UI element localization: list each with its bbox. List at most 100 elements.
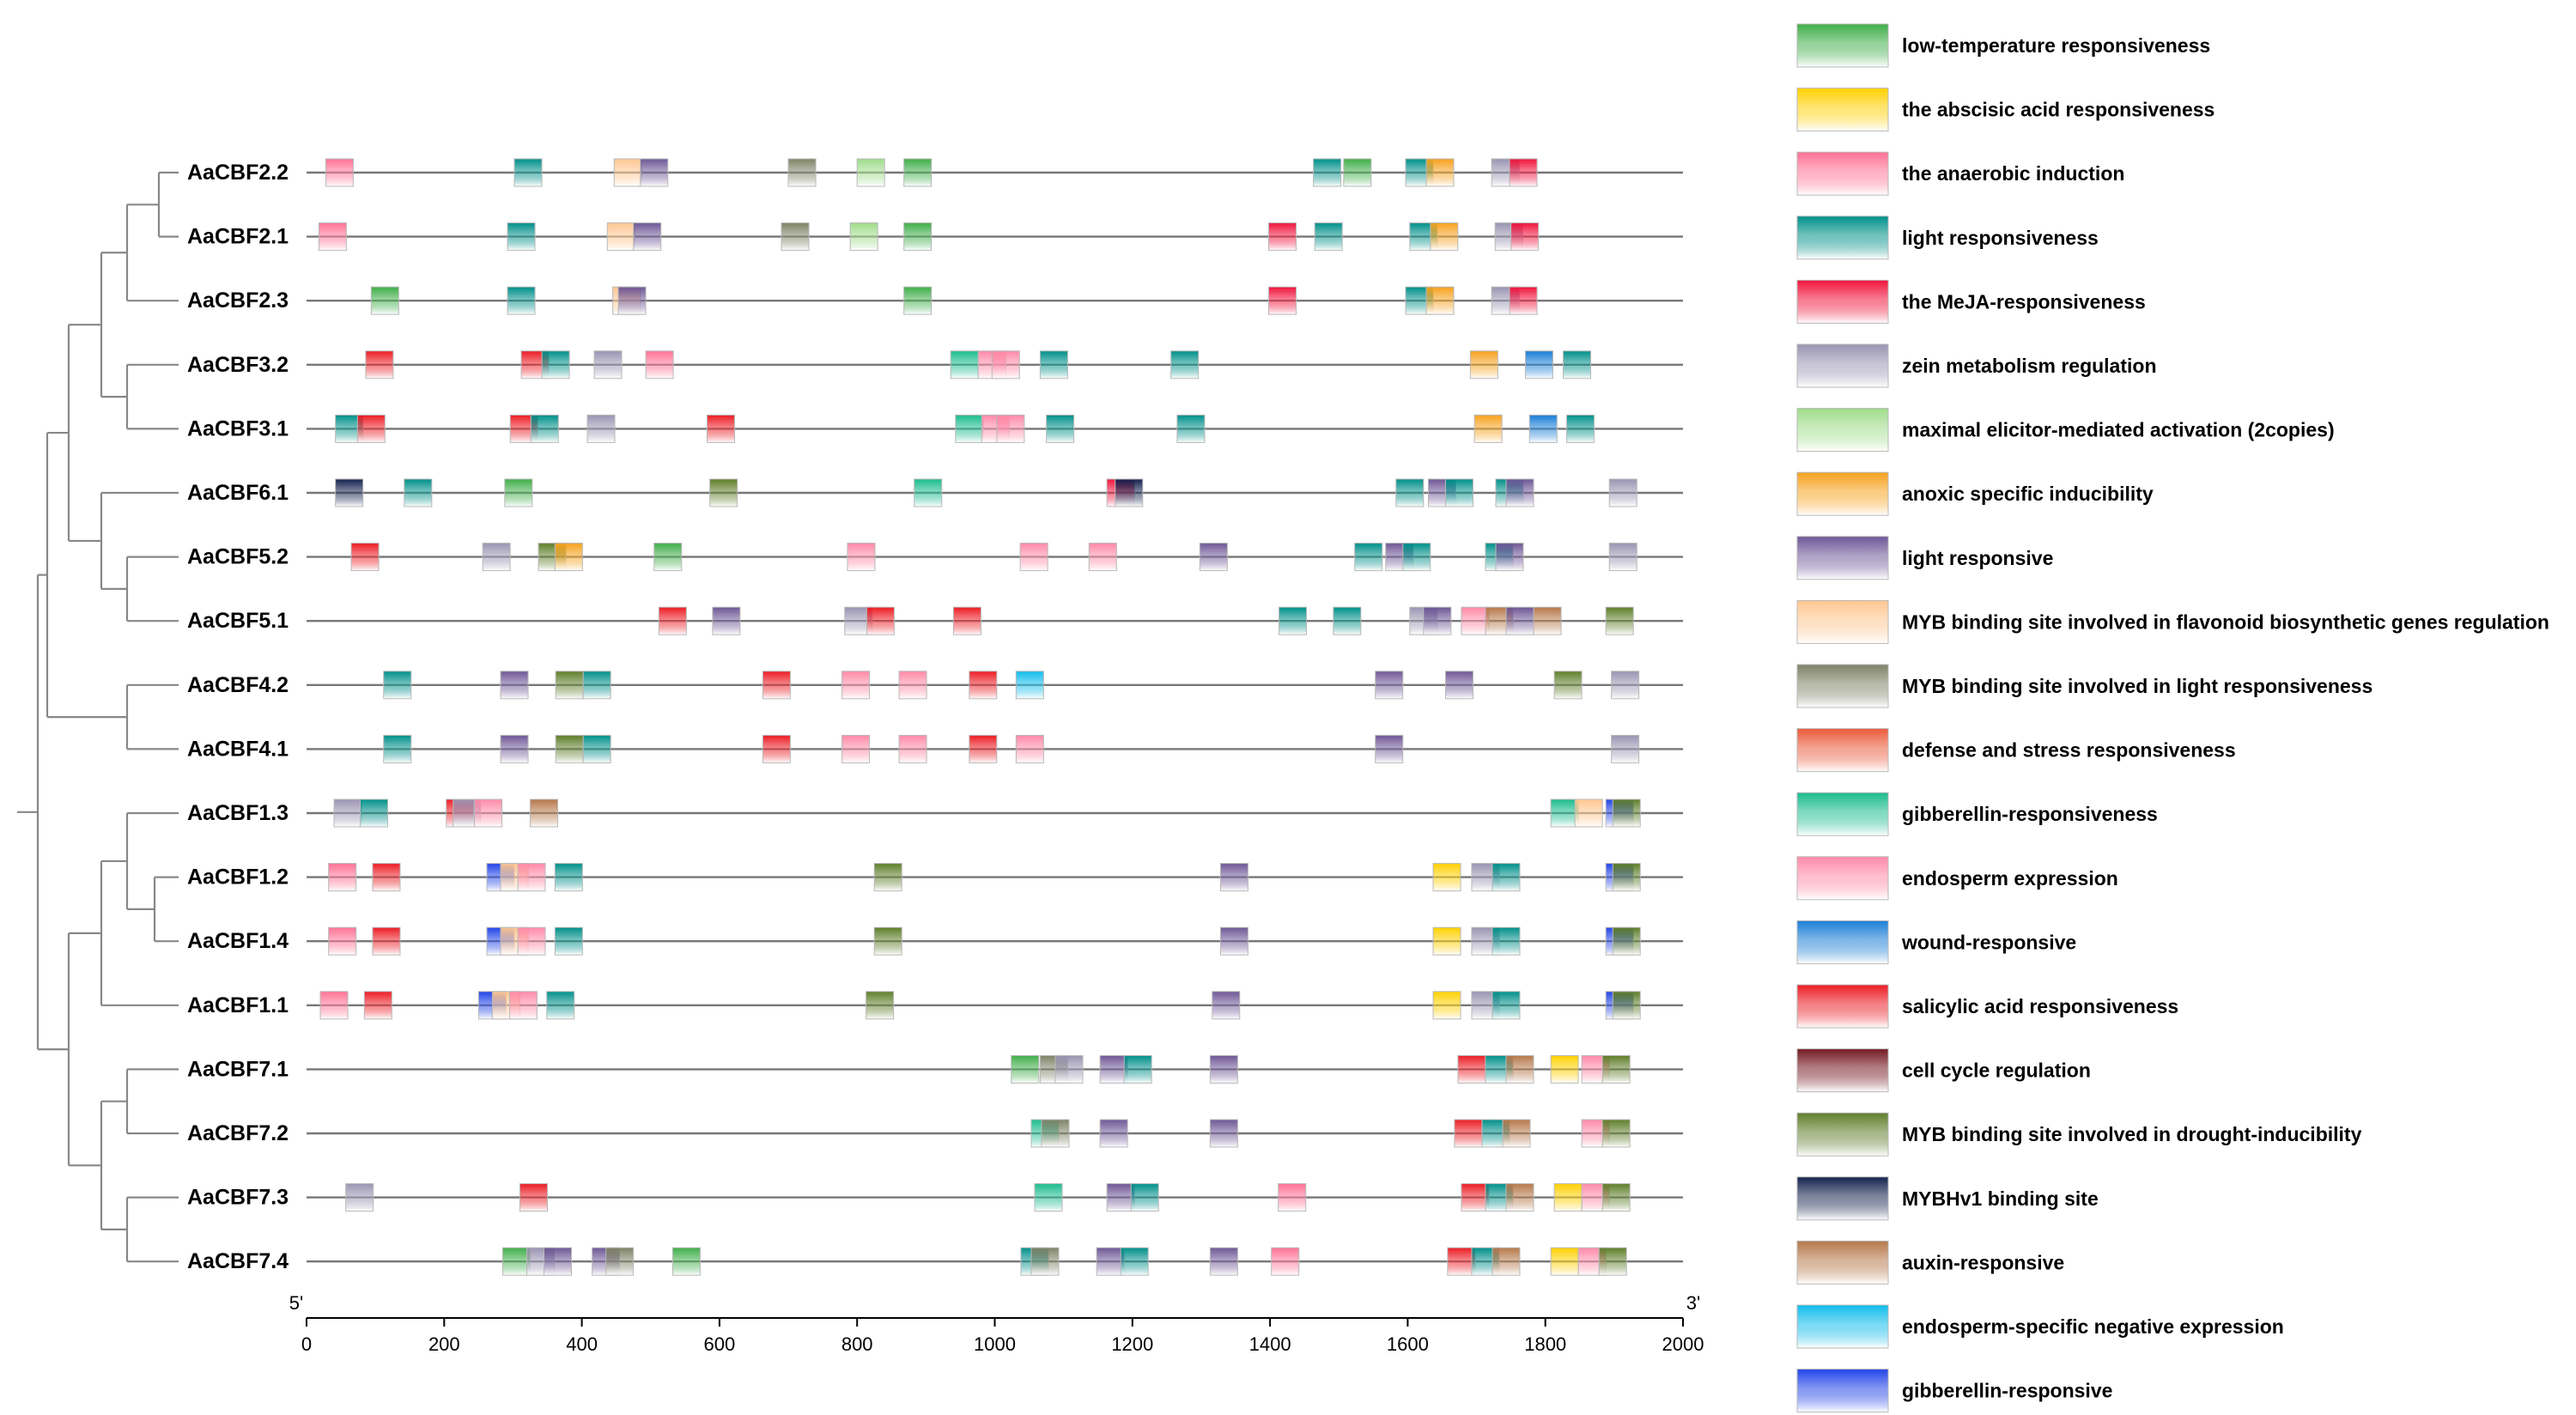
motif-lr [1046,414,1075,443]
motif-meja [1267,222,1297,252]
legend-swatch [1796,920,1889,964]
tick-label: 1800 [1524,1333,1566,1355]
motif-lr [404,478,433,507]
legend-item-ana: the anaerobic induction [1796,151,2124,196]
motif-aba [1432,991,1461,1020]
legend-label: the MeJA-responsiveness [1902,290,2146,313]
legend-label: the anaerobic induction [1902,162,2124,185]
motif-endo [898,734,927,763]
legend-item-anox: anoxic specific inducibility [1796,471,2154,516]
motif-sal [762,671,791,700]
motif-lr [1279,606,1308,635]
legend-label: the abscisic acid responsiveness [1902,99,2215,121]
motif-lr [1395,478,1425,507]
motif-aba [1432,863,1461,892]
motif-lr [1123,1054,1152,1084]
legend-item-mea: maximal elicitor-mediated activation (2c… [1796,408,2335,452]
motif-ana [328,863,357,892]
gene-row: AaCBF1.1 [187,991,1683,1020]
motif-ana [1278,1183,1307,1212]
motif-endo [508,991,538,1020]
motif-lr [513,158,543,187]
gene-label: AaCBF4.1 [187,737,289,761]
legend-swatch [1796,279,1889,324]
motif-lr [1492,863,1521,892]
motif-lr [582,734,611,763]
legend-label: low-temperature responsiveness [1902,34,2210,57]
motif-sal [952,606,981,635]
motif-endo [841,734,871,763]
motif-zein [1608,478,1637,507]
legend-item-esn: endosperm-specific negative expression [1796,1304,2284,1349]
legend-item-def: defense and stress responsiveness [1796,728,2236,773]
motif-mybl [1030,1247,1060,1276]
legend-item-mybd: MYB binding site involved in drought-ind… [1796,1112,2362,1157]
motif-lr [1563,350,1592,380]
motif-mybd [1612,926,1641,956]
motif-zein [345,1183,374,1212]
motif-ana [1271,1247,1300,1276]
motif-sal [372,926,401,956]
motif-zein [333,799,362,828]
motif-lt [370,286,399,315]
motif-lrv [1495,543,1524,572]
gene-tracks: AaCBF2.2 AaCBF2.1 AaCBF2.3 AaCBF3.2 AaCBF3.1… [187,158,1683,1276]
motif-ana [319,991,349,1020]
tick-label: 800 [841,1333,873,1355]
motif-lr [554,926,583,956]
motif-lr [1039,350,1068,380]
legend-label: endosperm-specific negative expression [1902,1315,2284,1338]
motif-mybd [1601,1119,1631,1148]
motif-endo [517,926,546,956]
gene-label: AaCBF2.2 [187,161,289,185]
motif-mybd [1601,1054,1631,1084]
legend-label: cell cycle regulation [1902,1060,2091,1082]
motif-mybd [866,991,895,1020]
motif-lr [554,863,583,892]
gene-label: AaCBF2.3 [187,288,289,313]
gene-row: AaCBF6.1 [187,478,1683,507]
gene-label: AaCBF1.4 [187,929,289,953]
motif-meja [1510,222,1540,252]
motif-sal [762,734,791,763]
motif-lrv [1106,1183,1135,1212]
motif-endo [841,671,871,700]
tick-label: 0 [301,1333,312,1355]
motif-sal [1457,1054,1486,1084]
legend: low-temperature responsiveness the abscis… [1796,23,2549,1413]
motif-lr [1492,991,1521,1020]
motif-endo [1015,734,1044,763]
motif-anox [1425,286,1455,315]
legend-label: anoxic specific inducibility [1902,483,2154,505]
gene-row: AaCBF4.1 [187,734,1683,763]
motif-mybd [1612,863,1641,892]
motif-lr [1566,414,1595,443]
legend-item-cc: cell cycle regulation [1796,1048,2091,1093]
motif-lt [501,1247,531,1276]
gene-row: AaCBF3.2 [187,350,1683,380]
legend-label: light responsive [1902,547,2053,569]
motif-lrv [544,1247,573,1276]
motif-zein [593,350,623,380]
motif-anox [1469,350,1498,380]
motif-aux [1505,1054,1534,1084]
motif-lrv [640,158,669,187]
motif-lrv [1209,1054,1238,1084]
motif-wnd [1528,414,1558,443]
motif-aux [1492,1247,1521,1276]
gene-label: AaCBF2.1 [187,225,289,249]
legend-swatch [1796,408,1889,452]
motif-lr [1130,1183,1159,1212]
motif-mybl [787,158,817,187]
motif-lrv [500,671,529,700]
motif-lrv [1212,991,1241,1020]
motif-sal [706,414,735,443]
legend-item-mybl: MYB binding site involved in light respo… [1796,664,2372,708]
gene-label: AaCBF1.1 [187,993,289,1017]
motif-endo [996,414,1025,443]
motif-lt [903,286,933,315]
legend-swatch [1796,216,1889,260]
motif-lr [360,799,389,828]
legend-swatch [1796,664,1889,708]
motif-lt [653,543,683,572]
